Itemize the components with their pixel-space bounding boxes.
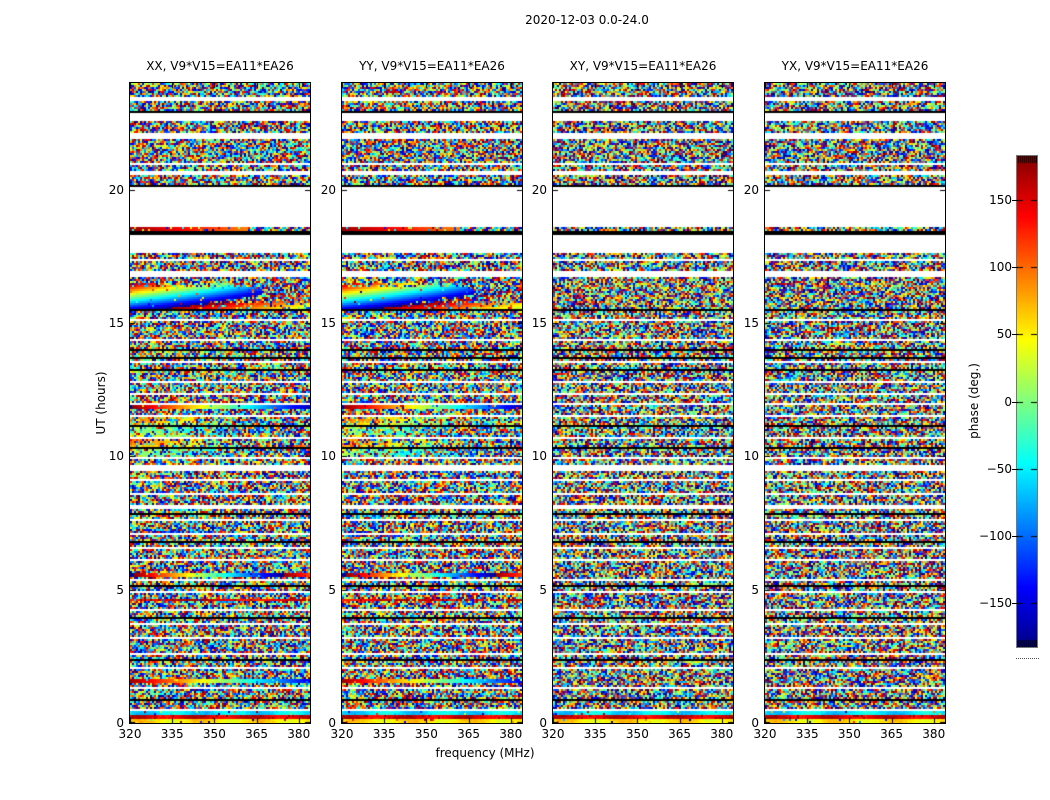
x-tick-label: 380 [922, 727, 946, 741]
colorbar-tick-label: 50 [996, 327, 1012, 342]
x-tick-label: 320 [541, 727, 565, 741]
y-tick-label: 20 [108, 182, 124, 197]
y-tick-label: 0 [116, 716, 124, 730]
colorbar-tick-mark [1012, 603, 1018, 604]
colorbar-tick-mark [1012, 334, 1018, 335]
colorbar-tick-label: −100 [979, 528, 1012, 543]
figure-title: 2020-12-03 0.0-24.0 [525, 13, 649, 27]
heatmap-panel-xy [552, 82, 734, 724]
y-tick-label: 10 [108, 449, 124, 464]
x-tick-label: 350 [202, 727, 226, 741]
heatmap-panel-yy [341, 82, 523, 724]
x-tick-label: 320 [753, 727, 777, 741]
y-tick-label: 15 [108, 316, 124, 330]
x-tick-label: 335 [372, 727, 396, 741]
x-axis-label: frequency (MHz) [435, 746, 535, 760]
heatmap-panel-xx [129, 82, 311, 724]
x-tick-label: 335 [583, 727, 607, 741]
y-tick-label: 10 [743, 449, 759, 464]
y-tick-label: 5 [539, 582, 547, 597]
y-tick-label: 5 [751, 582, 759, 597]
x-tick-label: 350 [625, 727, 649, 741]
y-tick-label: 5 [328, 582, 336, 597]
colorbar-tick-label: 150 [989, 193, 1012, 208]
y-tick-label: 0 [328, 716, 336, 730]
colorbar-tick-label: −150 [979, 595, 1012, 610]
colorbar-tick-label: 0 [1004, 394, 1012, 409]
y-tick-label: 15 [320, 316, 336, 330]
y-tick-label: 20 [320, 182, 336, 197]
y-tick-label: 15 [531, 316, 547, 330]
y-tick-label: 20 [743, 182, 759, 197]
x-tick-label: 335 [795, 727, 819, 741]
panel-title-xy: XY, V9*V15=EA11*EA26 [569, 59, 717, 73]
colorbar-tick-label: −50 [986, 461, 1012, 476]
x-tick-label: 380 [499, 727, 523, 741]
x-tick-label: 365 [668, 727, 692, 741]
colorbar-tick-mark [1012, 200, 1018, 201]
panel-title-yy: YY, V9*V15=EA11*EA26 [359, 59, 505, 73]
y-tick-label: 0 [751, 716, 759, 730]
y-tick-label: 10 [320, 449, 336, 464]
colorbar-tick-mark [1012, 267, 1018, 268]
colorbar-tick-mark [1012, 469, 1018, 470]
x-tick-label: 380 [710, 727, 734, 741]
panel-title-yx: YX, V9*V15=EA11*EA26 [781, 59, 929, 73]
colorbar-tick-mark [1012, 402, 1018, 403]
x-tick-label: 380 [287, 727, 311, 741]
x-tick-label: 335 [160, 727, 184, 741]
heatmap-panel-yx [764, 82, 946, 724]
y-tick-label: 5 [116, 582, 124, 597]
colorbar-tick-mark [1012, 536, 1018, 537]
y-tick-label: 20 [531, 182, 547, 197]
x-tick-label: 365 [245, 727, 269, 741]
y-tick-label: 10 [531, 449, 547, 464]
x-tick-label: 320 [118, 727, 142, 741]
y-tick-label: 15 [743, 316, 759, 330]
panel-title-xx: XX, V9*V15=EA11*EA26 [146, 59, 294, 73]
y-tick-label: 0 [539, 716, 547, 730]
y-axis-label: UT (hours) [94, 371, 108, 435]
x-tick-label: 350 [837, 727, 861, 741]
colorbar-hatch-edge [1016, 658, 1039, 659]
colorbar-tick-label: 100 [989, 260, 1012, 275]
x-tick-label: 320 [330, 727, 354, 741]
x-tick-label: 350 [414, 727, 438, 741]
x-tick-label: 365 [880, 727, 904, 741]
x-tick-label: 365 [457, 727, 481, 741]
colorbar [1016, 155, 1038, 648]
